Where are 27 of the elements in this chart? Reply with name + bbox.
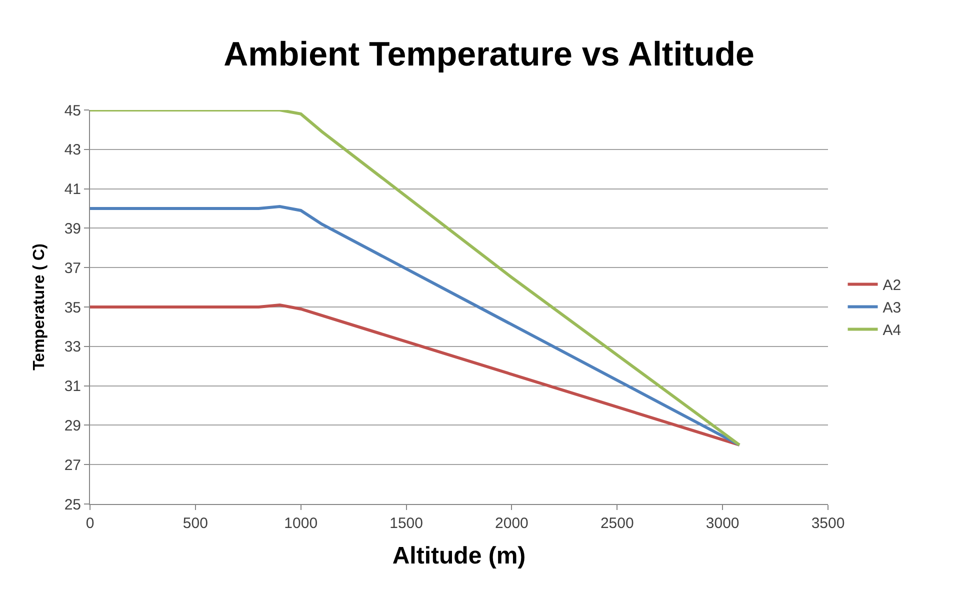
x-tick-label: 500 xyxy=(182,515,208,532)
x-tick-label: 2000 xyxy=(495,515,528,532)
legend-label: A3 xyxy=(882,300,902,317)
line-series xyxy=(90,110,741,446)
y-tick-label: 45 xyxy=(64,102,81,120)
x-tick-label: 2500 xyxy=(600,515,634,532)
y-tick-label: 37 xyxy=(64,260,81,277)
y-tick-label: 31 xyxy=(64,378,81,396)
x-tick-label: 1500 xyxy=(390,515,423,532)
y-tick-label: 39 xyxy=(64,220,81,238)
y-tick-label: 43 xyxy=(64,142,81,159)
y-tick-label: 33 xyxy=(64,338,81,356)
y-tick-label: 25 xyxy=(64,496,81,514)
y-tick-label: 27 xyxy=(64,456,81,474)
y-tick-label: 35 xyxy=(64,299,81,316)
legend-label: A4 xyxy=(882,322,902,340)
y-axis-title: Temperature ( C) xyxy=(31,244,48,370)
chart-title: Ambient Temperature vs Altitude xyxy=(224,35,754,74)
line-series xyxy=(90,304,741,446)
x-tick-label: 1000 xyxy=(284,515,318,532)
x-tick-label: 0 xyxy=(86,515,94,532)
y-tick-label: 29 xyxy=(64,417,81,434)
x-axis-title: Altitude (m) xyxy=(392,542,526,570)
legend-label: A2 xyxy=(882,277,902,294)
y-tick-label: 41 xyxy=(64,181,81,198)
x-tick-label: 3500 xyxy=(811,515,845,532)
x-tick-label: 3000 xyxy=(706,515,740,532)
